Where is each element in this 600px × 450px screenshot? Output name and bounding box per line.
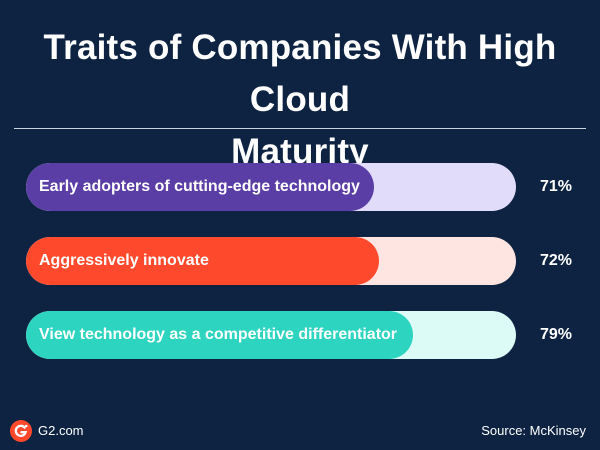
bar-track [26, 163, 516, 211]
bar-fill [26, 311, 413, 359]
bar-value-label: 72% [539, 252, 573, 269]
bar-label: Early adopters of cutting-edge technolog… [39, 178, 360, 195]
bar-value-label: 79% [539, 326, 573, 343]
bar-row-aggressively-innovate: Aggressively innovate 72% [26, 237, 586, 285]
chart-title-line-1: Traits of Companies With High Cloud [43, 28, 557, 119]
chart-title: Traits of Companies With High Cloud Matu… [0, 22, 600, 178]
bar-value-label: 71% [539, 178, 573, 195]
bar-fill [26, 163, 374, 211]
footer-brand: G2.com [38, 423, 84, 438]
g2-logo-icon [10, 420, 32, 442]
bar-row-early-adopters: Early adopters of cutting-edge technolog… [26, 163, 586, 211]
bar-label: View technology as a competitive differe… [39, 326, 398, 343]
bar-fill [26, 237, 379, 285]
bar-row-competitive-differentiator: View technology as a competitive differe… [26, 311, 586, 359]
title-divider [14, 128, 586, 129]
bar-track [26, 311, 516, 359]
bar-track [26, 237, 516, 285]
footer-source: Source: McKinsey [481, 423, 586, 438]
bar-label: Aggressively innovate [39, 252, 209, 269]
